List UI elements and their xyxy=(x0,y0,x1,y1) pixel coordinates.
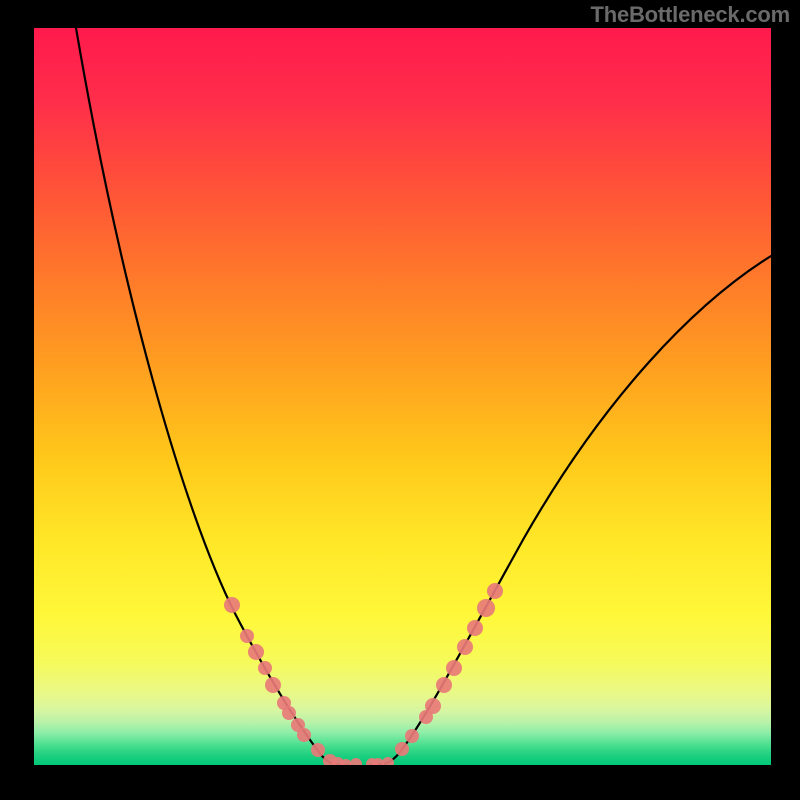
marker-point xyxy=(395,742,409,756)
marker-point xyxy=(311,743,325,757)
marker-point xyxy=(258,661,272,675)
marker-point xyxy=(282,706,296,720)
marker-point xyxy=(297,728,311,742)
marker-point xyxy=(477,599,495,617)
marker-point xyxy=(436,677,452,693)
plot-area xyxy=(34,28,771,765)
watermark-text: TheBottleneck.com xyxy=(590,2,790,28)
gradient-background xyxy=(34,28,771,765)
marker-point xyxy=(425,698,441,714)
marker-point xyxy=(467,620,483,636)
marker-point xyxy=(405,729,419,743)
marker-point xyxy=(248,644,264,660)
chart-container: TheBottleneck.com xyxy=(0,0,800,800)
marker-point xyxy=(446,660,462,676)
plot-svg xyxy=(34,28,771,765)
marker-point xyxy=(224,597,240,613)
marker-point xyxy=(265,677,281,693)
marker-point xyxy=(457,639,473,655)
marker-point xyxy=(240,629,254,643)
marker-point xyxy=(487,583,503,599)
